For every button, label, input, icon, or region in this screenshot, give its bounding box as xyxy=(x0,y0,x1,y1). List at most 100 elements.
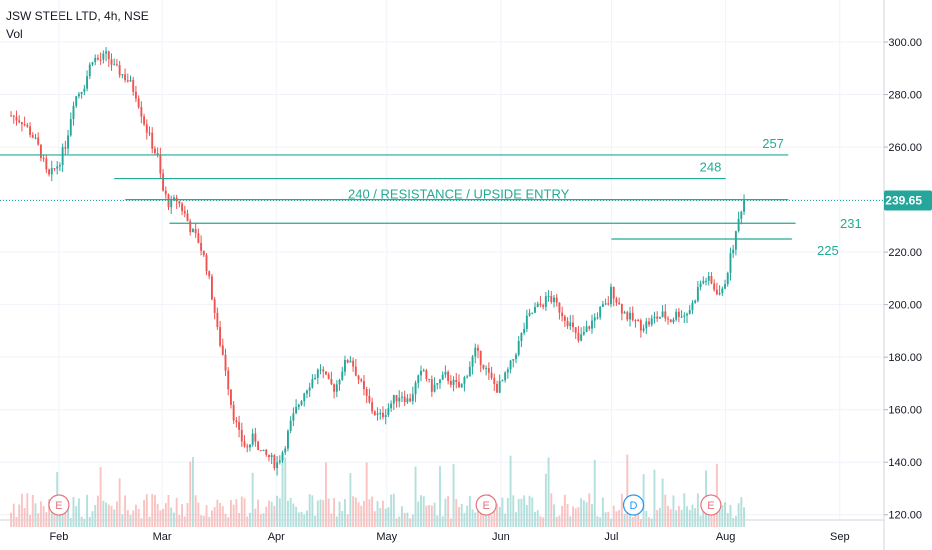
volume-bar xyxy=(88,516,91,527)
candle-body xyxy=(292,413,295,421)
volume-bar xyxy=(210,510,213,527)
volume-bar xyxy=(289,497,292,527)
candle-body xyxy=(414,382,417,395)
volume-bar xyxy=(333,497,336,527)
candle-body xyxy=(710,276,713,284)
volume-bar xyxy=(729,504,732,527)
volume-bar xyxy=(145,494,148,527)
volume-bar xyxy=(48,499,51,527)
volume-bar xyxy=(686,506,688,527)
volume-bar xyxy=(615,511,618,527)
volume-bar xyxy=(107,504,110,527)
candle-body xyxy=(626,312,629,320)
candle-body xyxy=(303,393,306,402)
volume-bar xyxy=(156,503,159,527)
candle-body xyxy=(311,379,314,388)
volume-bar xyxy=(246,516,249,527)
candle-body xyxy=(96,57,99,60)
volume-bar xyxy=(20,493,23,527)
volume-bar xyxy=(455,499,458,527)
candle-body xyxy=(403,396,406,403)
candle-body xyxy=(406,398,409,403)
candle-body xyxy=(276,462,279,468)
volume-bar xyxy=(276,495,279,527)
candle-body xyxy=(314,377,317,380)
volume-bar xyxy=(170,507,173,527)
candle-body xyxy=(669,319,672,323)
candle-body xyxy=(539,303,542,306)
volume-bar xyxy=(699,515,702,527)
candle-body xyxy=(585,326,588,333)
candle-body xyxy=(284,448,287,453)
candle-body xyxy=(371,402,374,412)
candle-body xyxy=(740,211,743,219)
volume-bar xyxy=(216,499,219,527)
candle-body xyxy=(490,372,493,379)
volume-bar xyxy=(341,510,344,527)
volume-bar xyxy=(99,467,102,527)
volume-bar xyxy=(672,495,675,527)
volume-bar xyxy=(534,511,536,527)
volume-bar xyxy=(178,514,181,527)
candle-body xyxy=(37,137,40,145)
candle-body xyxy=(162,173,165,191)
volume-bar xyxy=(563,494,566,527)
volume-bar xyxy=(425,505,428,527)
candle-body xyxy=(191,229,194,233)
volume-bar xyxy=(582,500,585,527)
volume-bar xyxy=(496,503,498,527)
candle-body xyxy=(124,74,127,81)
volume-bar xyxy=(591,504,593,527)
volume-bar xyxy=(471,509,474,527)
candle-body xyxy=(417,375,420,383)
volume-bar xyxy=(39,501,42,527)
candle-body xyxy=(363,381,365,390)
volume-bar xyxy=(219,503,222,527)
volume-bar xyxy=(688,509,691,527)
volume-bar xyxy=(12,503,15,527)
volume-bar xyxy=(132,510,135,527)
candle-body xyxy=(178,201,181,204)
candle-body xyxy=(232,404,235,421)
candle-body xyxy=(658,316,661,319)
volume-bar xyxy=(240,496,243,527)
candle-body xyxy=(675,311,678,320)
candle-body xyxy=(683,315,686,317)
volume-bar xyxy=(439,466,441,527)
candle-body xyxy=(75,96,78,106)
volume-bar xyxy=(314,515,317,527)
volume-bar xyxy=(531,497,534,527)
volume-bar xyxy=(517,498,520,527)
y-tick-label: 160.00 xyxy=(888,405,922,417)
candle-body xyxy=(306,390,308,394)
volume-bar xyxy=(194,495,197,527)
candle-body xyxy=(392,395,395,404)
candle-body xyxy=(471,356,474,367)
candle-body xyxy=(482,364,485,369)
candle-body xyxy=(287,430,289,449)
volume-bar xyxy=(213,507,216,527)
volume-bar xyxy=(411,514,414,527)
candle-body xyxy=(143,116,146,125)
volume-bar xyxy=(113,509,116,527)
candle-body xyxy=(509,360,512,370)
candle-body xyxy=(401,396,403,398)
candle-body xyxy=(335,384,338,392)
y-tick-label: 280.00 xyxy=(888,90,922,102)
volume-bar xyxy=(137,508,140,527)
volume-bar xyxy=(205,505,208,527)
candle-body xyxy=(553,297,555,303)
candle-body xyxy=(468,366,471,377)
candle-body xyxy=(56,166,59,169)
volume-bar xyxy=(221,506,224,527)
volume-bar xyxy=(501,497,504,527)
candle-body xyxy=(88,64,91,77)
candle-body xyxy=(268,454,270,458)
candle-body xyxy=(99,59,102,61)
candle-body xyxy=(151,132,154,149)
candle-body xyxy=(18,120,21,123)
volume-bar xyxy=(724,502,726,527)
candle-body xyxy=(569,322,572,327)
